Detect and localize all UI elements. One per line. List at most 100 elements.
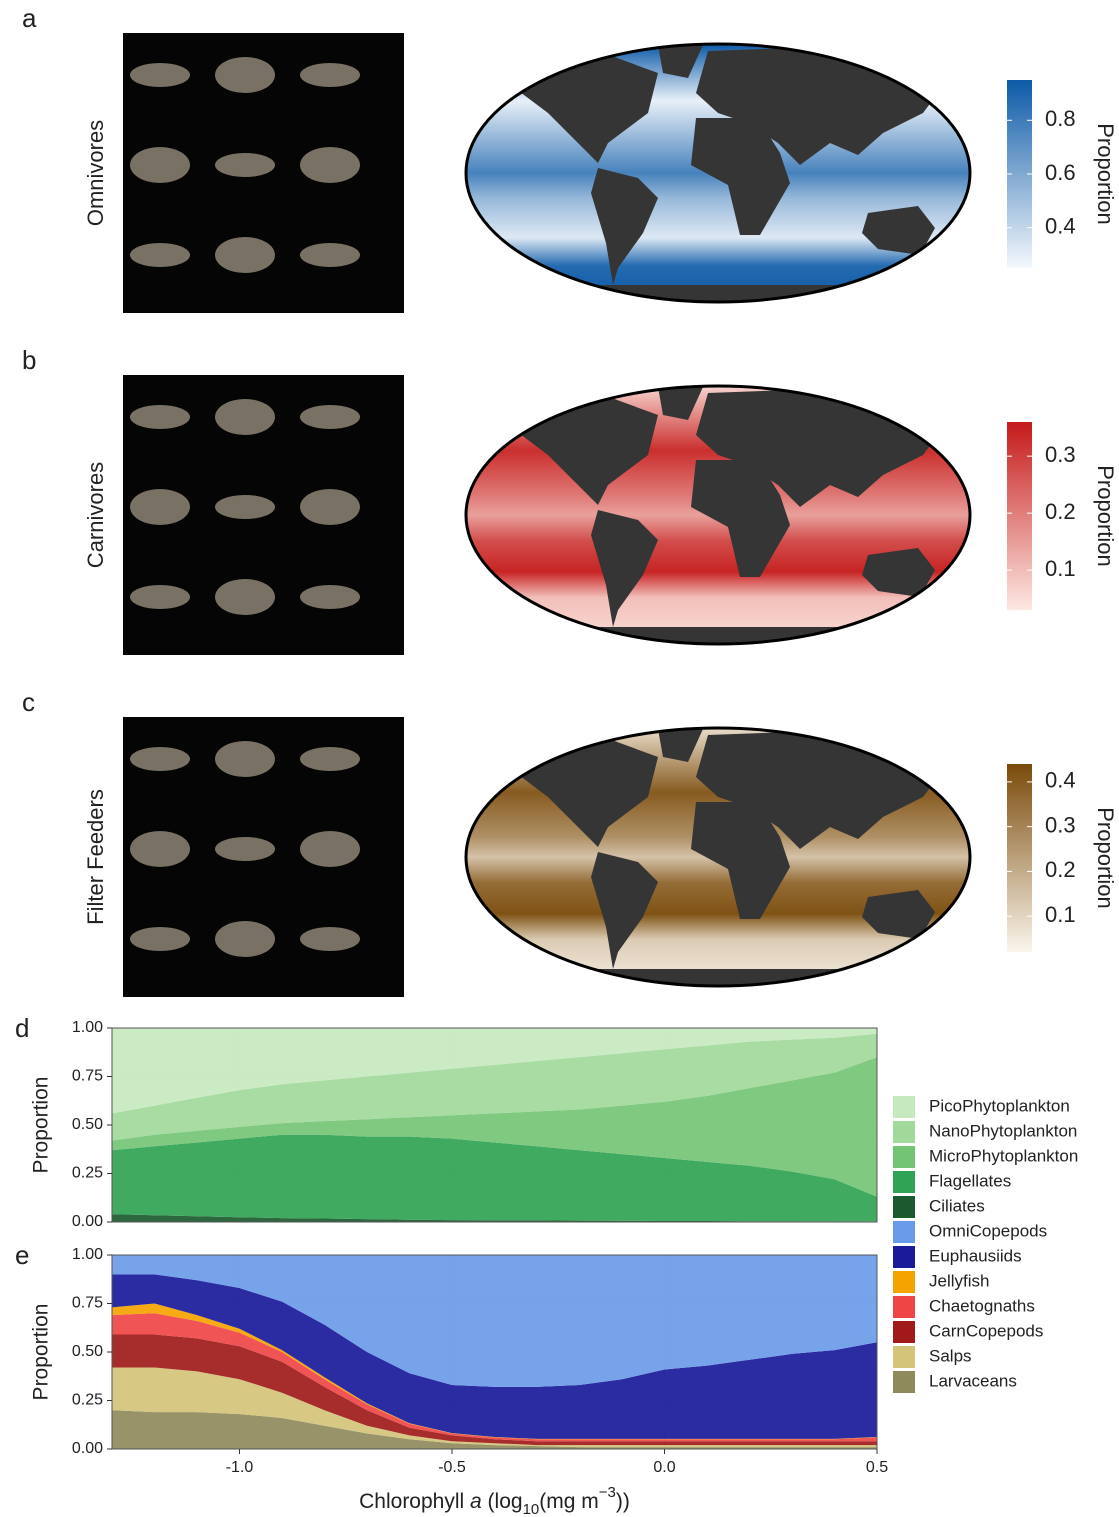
legend-swatch <box>893 1271 915 1293</box>
legend-swatch <box>893 1321 915 1343</box>
y-axis-label: Proportion <box>30 1077 53 1174</box>
specimen <box>300 927 360 951</box>
colorbar-tick-label: 0.3 <box>1045 442 1076 467</box>
y-tick-label: 0.75 <box>72 1295 103 1312</box>
colorbar <box>1007 422 1032 610</box>
specimen <box>215 237 275 273</box>
figure: a Omnivores 0.4 0.6 0.8 Proportion b Carnivores… <box>0 0 1119 1517</box>
group-label: Omnivores <box>83 120 108 226</box>
specimen <box>300 405 360 429</box>
colorbar-title: Proportion <box>1093 807 1118 909</box>
specimen <box>130 747 190 771</box>
legend-label: NanoPhytoplankton <box>929 1121 1077 1140</box>
specimen <box>215 495 275 519</box>
legend-swatch <box>893 1146 915 1168</box>
legend-swatch <box>893 1346 915 1368</box>
y-tick-label: 0.50 <box>72 1343 103 1360</box>
specimen <box>130 585 190 609</box>
map-panel: b Carnivores 0.1 0.2 0.3 Proportion <box>22 345 1118 655</box>
colorbar-tick-label: 0.2 <box>1045 499 1076 524</box>
legend-label: Larvaceans <box>929 1371 1017 1390</box>
specimen <box>215 837 275 861</box>
legend-swatch <box>893 1246 915 1268</box>
y-axis-label: Proportion <box>30 1304 53 1401</box>
legend-swatch <box>893 1096 915 1118</box>
colorbar-tick-label: 0.8 <box>1045 106 1076 131</box>
x-axis-label-part: −3 <box>599 1484 616 1501</box>
legend-label: Salps <box>929 1346 972 1365</box>
x-axis-label-part: a <box>470 1490 482 1513</box>
legend-label: Flagellates <box>929 1171 1011 1190</box>
specimen <box>300 489 360 525</box>
legend-swatch <box>893 1171 915 1193</box>
colorbar-tick-label: 0.4 <box>1045 768 1076 793</box>
x-tick-label: 0.0 <box>653 1459 675 1476</box>
panel-letter: e <box>15 1240 29 1270</box>
colorbar-title: Proportion <box>1093 465 1118 567</box>
colorbar-tick-label: 0.2 <box>1045 857 1076 882</box>
legend-swatch <box>893 1296 915 1318</box>
legend-label: OmniCopepods <box>929 1221 1047 1240</box>
specimen <box>300 585 360 609</box>
colorbar-tick-label: 0.6 <box>1045 160 1076 185</box>
colorbar <box>1007 764 1032 952</box>
x-tick-label: 0.5 <box>866 1459 888 1476</box>
x-axis-label: Chlorophyll a (log10(mg m−3)) <box>359 1484 630 1517</box>
y-tick-label: 0.25 <box>72 1392 103 1409</box>
specimen <box>215 741 275 777</box>
specimen <box>215 57 275 93</box>
x-tick-label: -1.0 <box>226 1459 254 1476</box>
panel-letter: d <box>15 1013 29 1043</box>
x-axis-label-part: (mg m <box>539 1490 599 1513</box>
y-tick-label: 0.25 <box>72 1165 103 1182</box>
legend-swatch <box>893 1196 915 1218</box>
colorbar-title: Proportion <box>1093 123 1118 225</box>
specimen <box>215 399 275 435</box>
panel-letter: a <box>22 3 37 33</box>
x-axis-label-part: Chlorophyll <box>359 1490 470 1513</box>
group-label: Filter Feeders <box>83 789 108 925</box>
continent <box>488 285 948 313</box>
x-axis-label-part: )) <box>616 1490 630 1513</box>
group-label: Carnivores <box>83 462 108 568</box>
legend-label: MicroPhytoplankton <box>929 1146 1078 1165</box>
colorbar-tick-label: 0.4 <box>1045 214 1076 239</box>
specimen <box>130 147 190 183</box>
specimen <box>300 63 360 87</box>
y-tick-label: 0.00 <box>72 1440 103 1457</box>
x-tick-label: -0.5 <box>438 1459 466 1476</box>
x-axis-label-part: (log <box>482 1490 523 1513</box>
colorbar-tick-label: 0.1 <box>1045 556 1076 581</box>
legend-label: Jellyfish <box>929 1271 989 1290</box>
area-panel: e 0.00 0.25 0.50 0.75 1.00 Proportion -1.0 -0.5 0… <box>15 1221 1047 1517</box>
legend-label: Chaetognaths <box>929 1296 1035 1315</box>
y-tick-label: 0.75 <box>72 1068 103 1085</box>
panel-letter: b <box>22 345 36 375</box>
specimen <box>215 153 275 177</box>
map-panel: a Omnivores 0.4 0.6 0.8 Proportion <box>22 3 1118 313</box>
colorbar-tick-label: 0.1 <box>1045 902 1076 927</box>
continent <box>488 969 948 997</box>
specimen <box>300 831 360 867</box>
legend-swatch <box>893 1121 915 1143</box>
y-tick-label: 0.50 <box>72 1116 103 1133</box>
specimen <box>130 489 190 525</box>
colorbar-tick-label: 0.3 <box>1045 812 1076 837</box>
specimen <box>215 579 275 615</box>
y-tick-label: 1.00 <box>72 1246 103 1263</box>
y-tick-label: 1.00 <box>72 1019 103 1036</box>
specimen <box>130 63 190 87</box>
legend-swatch <box>893 1221 915 1243</box>
legend-label: Ciliates <box>929 1196 985 1215</box>
specimen <box>300 747 360 771</box>
specimen <box>130 831 190 867</box>
legend-label: PicoPhytoplankton <box>929 1096 1070 1115</box>
specimen <box>130 405 190 429</box>
specimen <box>130 243 190 267</box>
specimen <box>300 147 360 183</box>
specimen <box>130 927 190 951</box>
specimen <box>215 921 275 957</box>
map-panel: cFilter Feeders0.10.20.30.4Proportion <box>22 687 1118 997</box>
specimen <box>300 243 360 267</box>
